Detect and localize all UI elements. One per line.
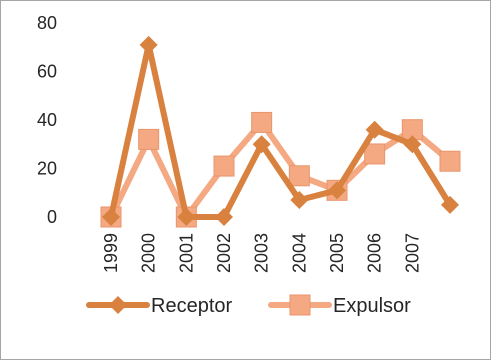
series-receptor xyxy=(102,35,459,226)
x-tick-label: 2005 xyxy=(327,233,347,273)
series-layer xyxy=(100,35,461,228)
legend: Receptor Expulsor xyxy=(86,294,411,317)
line-chart: 0 20 40 60 80 1999 2000 2001 2002 2003 2004 2005 20… xyxy=(37,13,461,317)
legend-label: Expulsor xyxy=(333,295,411,317)
y-axis: 0 20 40 60 80 xyxy=(37,13,57,227)
receptor-point xyxy=(177,208,196,226)
receptor-point xyxy=(328,181,346,200)
x-tick-label: 1999 xyxy=(101,233,121,273)
y-tick-label: 40 xyxy=(37,110,57,130)
expulsor-point xyxy=(288,165,310,187)
legend-marker xyxy=(109,296,127,314)
y-tick-label: 80 xyxy=(37,13,57,33)
expulsor-point xyxy=(251,111,273,133)
x-tick-label: 2002 xyxy=(214,233,234,273)
expulsor-line xyxy=(108,119,453,220)
expulsor-point xyxy=(138,128,160,150)
expulsor-point xyxy=(439,150,461,172)
y-tick-label: 20 xyxy=(37,159,57,179)
legend-marker xyxy=(289,294,311,316)
x-tick-label: 2001 xyxy=(176,233,196,273)
receptor-point xyxy=(403,135,422,154)
receptor-point xyxy=(441,195,459,214)
receptor-point xyxy=(290,191,309,210)
y-tick-label: 0 xyxy=(47,207,57,227)
x-axis: 1999 2000 2001 2002 2003 2004 2005 2006 2007 xyxy=(101,233,422,273)
receptor-point xyxy=(215,208,233,226)
y-tick-label: 60 xyxy=(37,62,57,82)
legend-item-receptor: Receptor xyxy=(86,295,232,317)
legend-item-expulsor: Expulsor xyxy=(268,294,411,317)
series-expulsor xyxy=(100,111,461,228)
receptor-line xyxy=(108,41,453,220)
expulsor-point xyxy=(364,143,386,165)
receptor-point xyxy=(102,208,120,226)
x-tick-label: 2004 xyxy=(289,233,309,273)
x-tick-label: 2003 xyxy=(252,233,272,273)
x-tick-label: 2006 xyxy=(365,233,385,273)
receptor-point xyxy=(252,135,271,154)
receptor-point xyxy=(139,35,158,54)
receptor-point xyxy=(365,120,384,139)
expulsor-point xyxy=(213,155,235,177)
x-tick-label: 2000 xyxy=(139,233,159,273)
x-tick-label: 2007 xyxy=(402,233,422,273)
legend-label: Receptor xyxy=(151,295,232,317)
